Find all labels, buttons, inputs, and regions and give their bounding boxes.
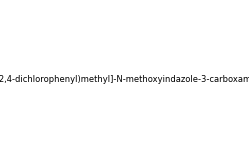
Text: 1-[(2,4-dichlorophenyl)methyl]-N-methoxyindazole-3-carboxamide: 1-[(2,4-dichlorophenyl)methyl]-N-methoxy… xyxy=(0,75,249,83)
